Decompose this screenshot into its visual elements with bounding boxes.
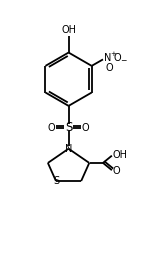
- Text: O: O: [105, 63, 113, 73]
- Text: O: O: [48, 123, 55, 133]
- Text: O: O: [112, 166, 120, 176]
- Text: O: O: [82, 123, 89, 133]
- Text: S: S: [53, 176, 59, 186]
- Text: +: +: [111, 51, 117, 57]
- Text: −: −: [120, 56, 126, 65]
- Text: S: S: [65, 121, 72, 134]
- Text: OH: OH: [112, 150, 127, 160]
- Text: OH: OH: [61, 25, 76, 35]
- Text: N: N: [65, 144, 72, 154]
- Text: N: N: [104, 53, 112, 63]
- Text: O: O: [113, 53, 121, 63]
